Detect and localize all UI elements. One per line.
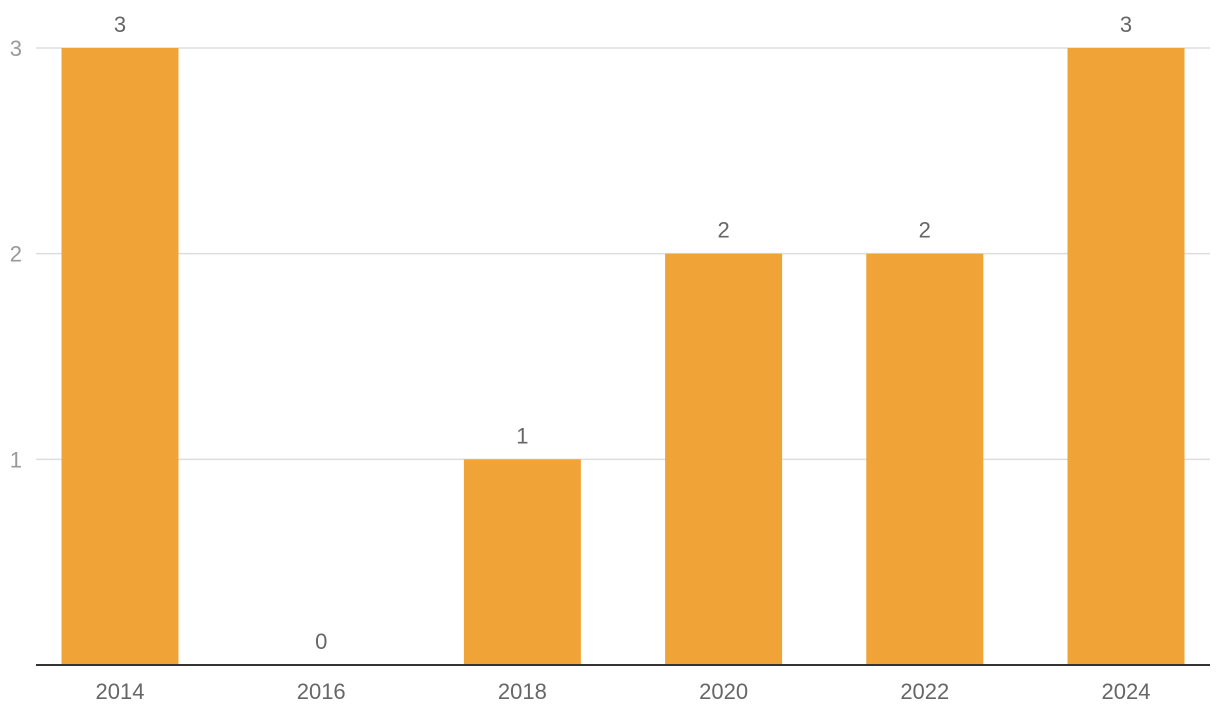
data-label-2024: 3 xyxy=(1120,12,1132,37)
x-tick-label-2020: 2020 xyxy=(699,679,748,704)
y-tick-label: 2 xyxy=(10,242,22,267)
x-tick-label-2022: 2022 xyxy=(900,679,949,704)
gridlines xyxy=(36,47,1210,461)
data-label-2020: 2 xyxy=(717,218,729,243)
data-labels: 3 0 1 2 2 3 xyxy=(114,12,1132,654)
bar-2022 xyxy=(866,253,984,665)
data-label-2016: 0 xyxy=(315,629,327,654)
bar-2024 xyxy=(1067,48,1185,665)
x-tick-label-2018: 2018 xyxy=(498,679,547,704)
bars xyxy=(61,48,1185,665)
data-label-2014: 3 xyxy=(114,12,126,37)
x-axis-labels: 2014 2016 2018 2020 2022 2024 xyxy=(96,679,1151,704)
y-tick-label: 3 xyxy=(10,36,22,61)
data-label-2022: 2 xyxy=(919,218,931,243)
bar-2020 xyxy=(665,253,783,665)
y-axis-ticks: 1 2 3 xyxy=(10,36,22,472)
x-tick-label-2014: 2014 xyxy=(96,679,145,704)
y-tick-label: 1 xyxy=(10,447,22,472)
x-tick-label-2024: 2024 xyxy=(1102,679,1151,704)
x-tick-label-2016: 2016 xyxy=(297,679,346,704)
data-label-2018: 1 xyxy=(516,423,528,448)
bar-2018 xyxy=(463,459,581,665)
bar-2014 xyxy=(61,48,179,665)
